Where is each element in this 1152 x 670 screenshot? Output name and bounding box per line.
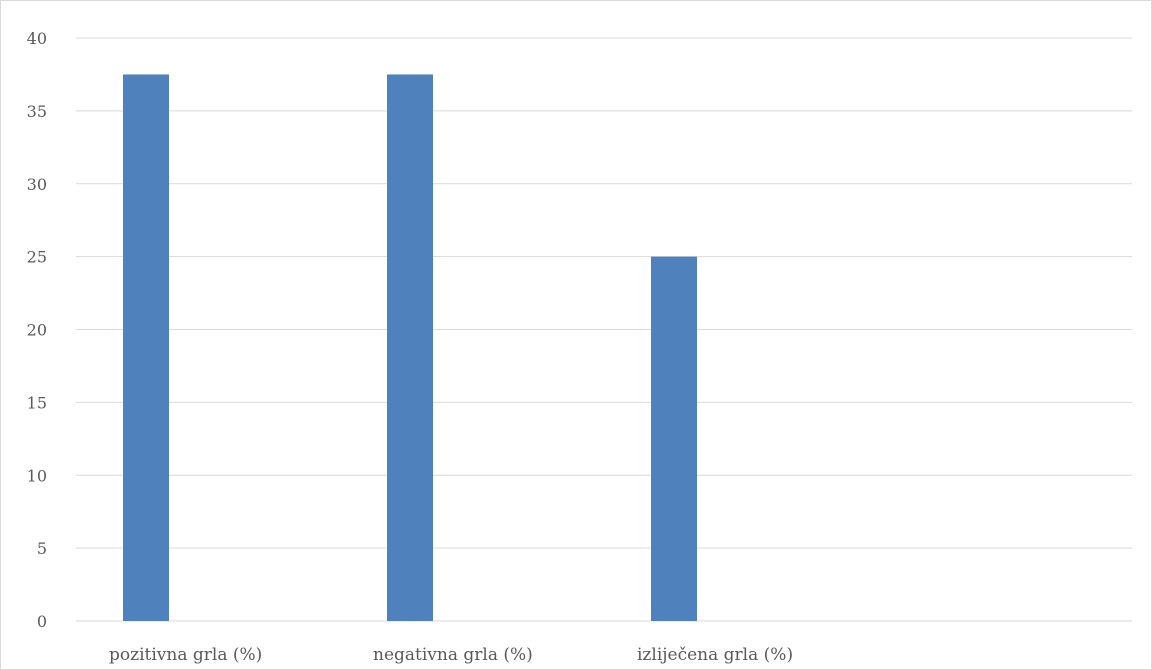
bar-1 xyxy=(387,74,433,621)
bar-0 xyxy=(123,74,169,621)
y-tick-label: 5 xyxy=(37,539,47,558)
bar-2 xyxy=(651,256,697,621)
bars xyxy=(123,74,697,621)
gridlines xyxy=(76,37,1132,622)
y-tick-label: 40 xyxy=(27,29,47,48)
y-tick-label: 20 xyxy=(27,321,47,340)
y-tick-label: 10 xyxy=(27,466,47,485)
x-axis-categories: pozitivna grla (%) negativna grla (%) izli… xyxy=(109,645,793,665)
x-category-label: izliječena grla (%) xyxy=(637,645,793,665)
y-tick-label: 25 xyxy=(27,248,47,267)
y-tick-label: 0 xyxy=(37,612,47,631)
y-tick-label: 30 xyxy=(27,175,47,194)
y-axis-ticks: 0 5 10 15 20 25 30 35 40 xyxy=(27,29,47,631)
x-category-label: negativna grla (%) xyxy=(373,645,533,665)
y-tick-label: 15 xyxy=(27,393,47,412)
x-category-label: pozitivna grla (%) xyxy=(109,645,262,665)
y-tick-label: 35 xyxy=(27,102,47,121)
